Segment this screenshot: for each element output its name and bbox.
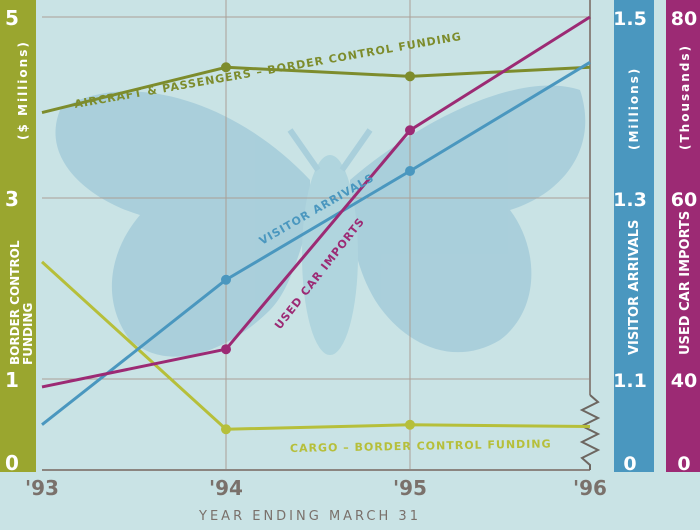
imports-axis-tick-label: 40 [671, 370, 697, 392]
data-point [405, 125, 415, 136]
x-tick-label: '94 [209, 476, 243, 500]
x-axis-title: YEAR ENDING MARCH 31 [198, 509, 421, 524]
visitor-axis-tick-label: 1.3 [613, 189, 647, 211]
butterfly-antennae [287, 128, 373, 172]
data-point [221, 424, 231, 435]
imports-axis-tick-label: 80 [671, 8, 697, 30]
visitor-axis-unit: (Millions) [627, 67, 641, 150]
x-tick-label: '95 [393, 476, 427, 500]
axes-layer: 0 1 3 5 BORDER CONTROL FUNDING ($ Millions) 0 1.… [0, 0, 700, 475]
left-axis-unit: ($ Millions) [16, 40, 30, 140]
x-tick-label: '93 [25, 476, 59, 500]
visitor-axis-tick-label: 1.1 [613, 370, 647, 392]
data-point [221, 62, 231, 73]
series-line-0 [41, 65, 591, 114]
visitor-axis-tick-label: 1.5 [613, 8, 647, 30]
imports-axis-unit: (Thousands) [678, 44, 692, 150]
data-point [221, 274, 231, 285]
left-axis-title-2: FUNDING [21, 303, 35, 365]
left-axis-tick-label: 5 [5, 6, 19, 30]
butterfly-right-wing [350, 85, 586, 353]
series-line-2 [41, 61, 591, 426]
series-line-1 [40, 260, 591, 431]
series-layer [40, 15, 591, 435]
imports-axis-bar [666, 0, 700, 472]
imports-axis-title: USED CAR IMPORTS [678, 211, 693, 355]
visitor-axis-bar [614, 0, 654, 472]
butterfly-body [302, 155, 358, 355]
butterfly-left-wing [55, 91, 310, 357]
imports-axis-tick-label: 60 [671, 189, 697, 211]
left-axis-tick-label: 0 [5, 451, 19, 475]
visitor-axis-tick-label: 0 [623, 453, 636, 475]
data-point [405, 419, 415, 430]
data-point [405, 71, 415, 82]
left-axis-tick-label: 3 [5, 187, 19, 211]
left-axis-title: BORDER CONTROL [8, 240, 22, 365]
axis-break-zigzag [579, 394, 601, 470]
left-axis-tick-label: 1 [5, 368, 19, 392]
visitor-axis-title: VISITOR ARRIVALS [627, 220, 642, 355]
series-line-3 [41, 15, 591, 389]
x-tick-label: '96 [573, 476, 607, 500]
data-point [405, 166, 415, 177]
imports-axis-tick-label: 0 [677, 453, 690, 475]
butterfly-watermark [55, 85, 586, 357]
left-axis-bar [0, 0, 36, 472]
data-point [221, 344, 231, 355]
series-label-1: CARGO – BORDER CONTROL FUNDING [290, 437, 552, 455]
